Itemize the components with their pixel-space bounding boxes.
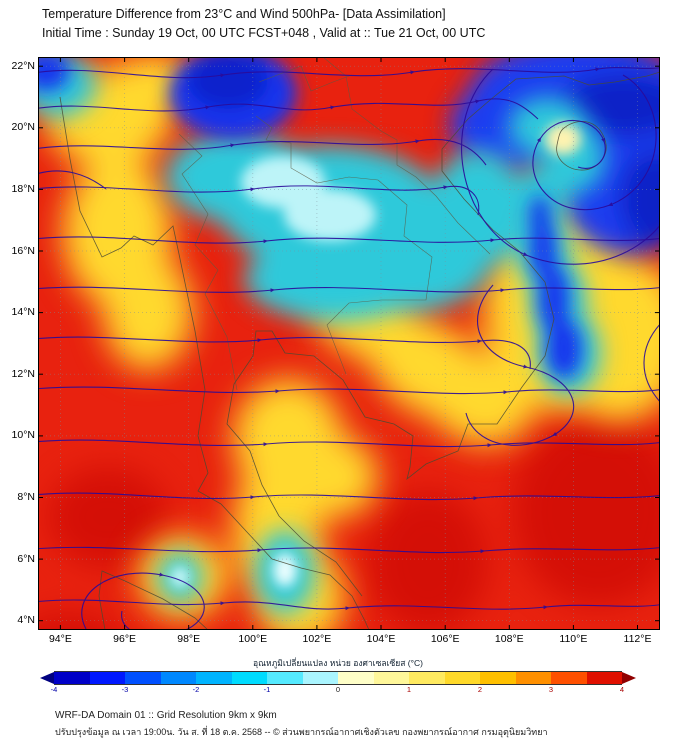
wind-streamlines bbox=[38, 67, 660, 630]
chart-subtitle: Initial Time : Sunday 19 Oct, 00 UTC FCS… bbox=[42, 26, 486, 40]
lat-tick-label: 20°N bbox=[11, 121, 35, 134]
colorbar-segment bbox=[231, 672, 267, 684]
chart-title: Temperature Difference from 23°C and Win… bbox=[42, 7, 446, 21]
colorbar-tick-labels: -4 -3 -2 -1 0 1 2 3 4 bbox=[50, 685, 625, 695]
lat-tick-label: 12°N bbox=[11, 367, 35, 380]
colorbar-bar bbox=[40, 671, 636, 685]
colorbar-segment bbox=[551, 672, 587, 684]
colorbar-segment bbox=[160, 672, 196, 684]
footer-domain-info: WRF-DA Domain 01 :: Grid Resolution 9km … bbox=[55, 710, 277, 721]
colorbar-strip bbox=[54, 671, 622, 685]
colorbar-segment bbox=[54, 672, 90, 684]
footer: WRF-DA Domain 01 :: Grid Resolution 9km … bbox=[55, 710, 548, 739]
colorbar-tick-label: -4 bbox=[50, 685, 58, 694]
coastlines bbox=[59, 71, 660, 630]
lon-tick-label: 96°E bbox=[113, 633, 137, 645]
colorbar-tick-label: 3 bbox=[548, 685, 554, 694]
colorbar-tick-label: 2 bbox=[477, 685, 483, 694]
lat-tick-label: 18°N bbox=[11, 182, 35, 195]
map-plot-area bbox=[38, 57, 660, 630]
colorbar-segment bbox=[373, 672, 409, 684]
colorbar: อุณหภูมิเปลี่ยนแปลง หน่วย องศาเซลเซียส (… bbox=[40, 656, 636, 695]
lat-tick-label: 8°N bbox=[17, 491, 35, 503]
warm-anomaly-yellow bbox=[43, 57, 660, 630]
header: Temperature Difference from 23°C and Win… bbox=[42, 7, 485, 40]
lon-tick-label: 94°E bbox=[48, 633, 72, 645]
colorbar-tick-label: -2 bbox=[192, 685, 200, 694]
colorbar-left-arrow bbox=[40, 672, 54, 684]
colorbar-tick-label: -3 bbox=[121, 685, 129, 694]
colorbar-right-arrow bbox=[622, 672, 636, 684]
footer-credit: ปรับปรุงข้อมูล ณ เวลา 19:00น. วัน ส. ที่… bbox=[55, 727, 548, 737]
lon-tick-label: 100°E bbox=[238, 633, 268, 645]
country-borders bbox=[178, 57, 491, 391]
colorbar-tick-label: 0 bbox=[335, 685, 341, 694]
colorbar-segment bbox=[267, 672, 303, 684]
lat-tick-label: 6°N bbox=[17, 552, 35, 565]
lon-tick-label: 104°E bbox=[366, 633, 396, 645]
lon-tick-label: 108°E bbox=[494, 633, 524, 645]
colorbar-tick-label: -1 bbox=[263, 685, 271, 694]
lon-tick-label: 110°E bbox=[559, 633, 588, 645]
lat-tick-label: 10°N bbox=[11, 429, 35, 442]
colorbar-segment bbox=[515, 672, 551, 684]
colorbar-segment bbox=[586, 672, 622, 684]
colorbar-segment bbox=[89, 672, 125, 684]
colorbar-segment bbox=[302, 672, 338, 684]
colorbar-segment bbox=[444, 672, 480, 684]
colorbar-tick-label: 1 bbox=[406, 685, 412, 694]
lat-tick-label: 22°N bbox=[11, 59, 35, 72]
temperature-field bbox=[38, 57, 660, 630]
colorbar-segment bbox=[125, 672, 161, 684]
lat-tick-label: 16°N bbox=[11, 244, 35, 257]
colorbar-segment bbox=[196, 672, 232, 684]
colorbar-tick-label: 4 bbox=[619, 685, 625, 694]
colorbar-segment bbox=[409, 672, 445, 684]
lon-tick-label: 106°E bbox=[430, 633, 460, 645]
lon-tick-label: 112°E bbox=[623, 633, 652, 645]
colorbar-segment bbox=[480, 672, 516, 684]
colorbar-title: อุณหภูมิเปลี่ยนแปลง หน่วย องศาเซลเซียส (… bbox=[253, 658, 423, 668]
plot-border bbox=[38, 57, 660, 630]
lon-tick-label: 102°E bbox=[302, 633, 332, 645]
colorbar-segment bbox=[338, 672, 374, 684]
lat-tick-label: 4°N bbox=[17, 614, 35, 627]
lat-tick-label: 14°N bbox=[11, 306, 35, 319]
lon-tick-label: 98°E bbox=[177, 633, 201, 645]
